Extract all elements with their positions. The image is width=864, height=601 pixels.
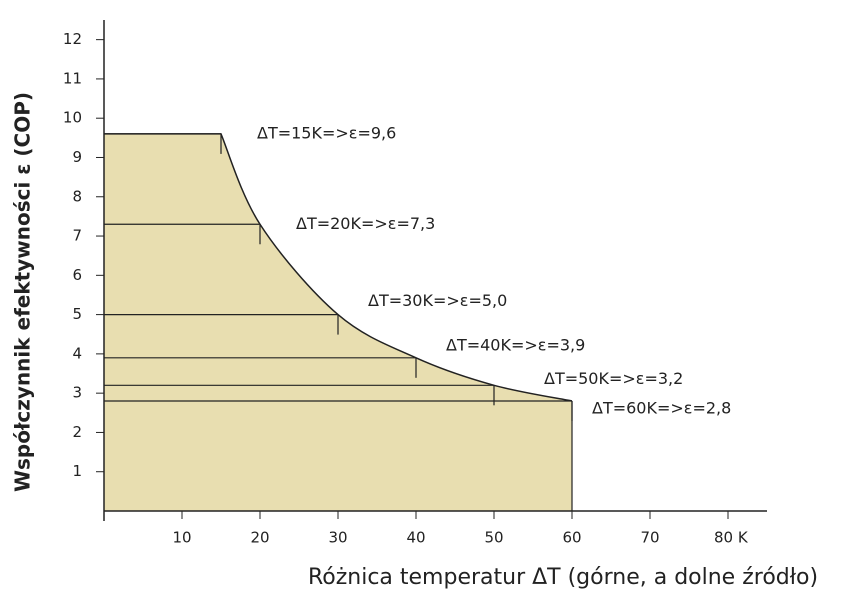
y-tick-label: 12 (63, 30, 82, 48)
annotation: ΔT=30K=>ε=5,0 (368, 291, 507, 310)
x-tick-label: 80 K (714, 529, 749, 547)
x-tick-label: 60 (562, 529, 581, 547)
y-tick-label: 2 (72, 423, 82, 441)
annotation: ΔT=50K=>ε=3,2 (544, 369, 683, 388)
x-tick-label: 40 (406, 529, 425, 547)
y-tick-label: 5 (72, 305, 82, 323)
y-tick-label: 3 (72, 384, 82, 402)
y-tick-label: 7 (72, 227, 82, 245)
annotation: ΔT=20K=>ε=7,3 (296, 214, 435, 233)
y-tick-label: 11 (63, 69, 82, 87)
x-tick-label: 50 (484, 529, 503, 547)
y-axis-title: Współczynnik efektywności ε (COP) (11, 92, 35, 492)
y-tick-label: 10 (63, 109, 82, 127)
x-tick-label: 10 (172, 529, 191, 547)
x-tick-label: 30 (328, 529, 347, 547)
y-tick-label: 6 (72, 266, 82, 284)
y-tick-label: 1 (72, 462, 82, 480)
annotation: ΔT=15K=>ε=9,6 (257, 123, 396, 142)
x-tick-label: 20 (250, 529, 269, 547)
x-axis-title: Różnica temperatur ΔT (górne, a dolne źr… (308, 565, 818, 590)
y-tick-label: 8 (72, 187, 82, 205)
x-tick-label: 70 (640, 529, 659, 547)
annotation: ΔT=40K=>ε=3,9 (446, 335, 585, 354)
y-tick-label: 4 (72, 344, 82, 362)
y-tick-label: 9 (72, 148, 82, 166)
annotation: ΔT=60K=>ε=2,8 (592, 399, 731, 418)
